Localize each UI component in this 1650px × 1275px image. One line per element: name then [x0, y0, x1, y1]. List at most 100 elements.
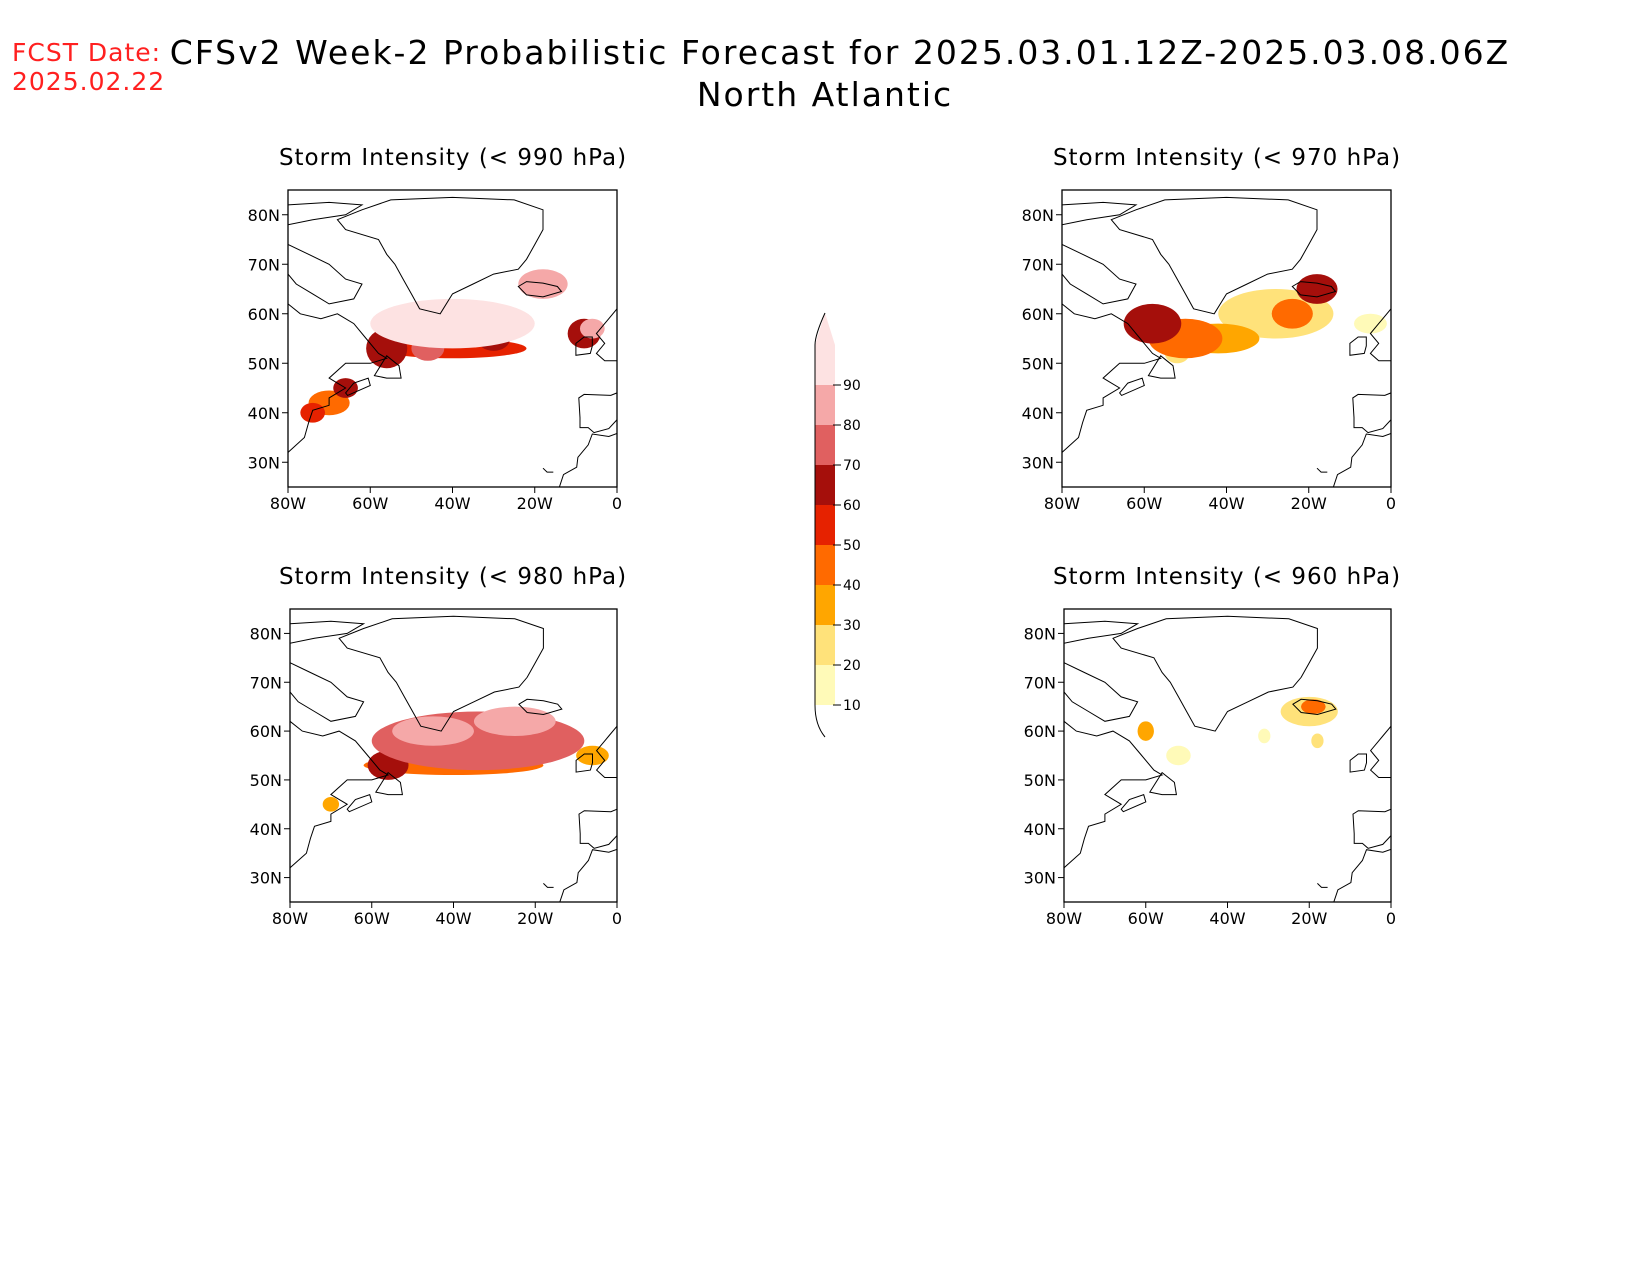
map-area [288, 196, 617, 487]
lat-tick-label: 70N [248, 255, 280, 274]
probability-cell [370, 298, 535, 349]
coastline [543, 883, 554, 888]
probability-cell [322, 797, 340, 812]
lon-tick-label: 80W [1046, 909, 1082, 928]
lat-tick-label: 40N [250, 820, 282, 839]
lon-tick-label: 0 [1386, 494, 1396, 513]
map-area [1062, 196, 1391, 487]
coastline [344, 377, 371, 397]
colorbar-segment [815, 385, 835, 425]
coastline [1147, 355, 1176, 379]
lat-tick-label: 80N [1024, 624, 1056, 643]
coastline [1291, 281, 1337, 298]
coastline [1112, 615, 1318, 732]
lat-tick-label: 80N [248, 206, 280, 225]
map-panel: Storm Intensity (< 960 hPa) 80N 70N 60N 50N 4… [1024, 564, 1401, 928]
coastline [1110, 196, 1318, 315]
lon-tick-label: 40W [1209, 909, 1245, 928]
probability-cell [1311, 733, 1324, 749]
lat-tick-label: 70N [1024, 673, 1056, 692]
lon-tick-label: 20W [517, 909, 553, 928]
panel-title: Storm Intensity (< 990 hPa) [279, 145, 627, 171]
colorbar-segment [815, 585, 835, 625]
coastline [558, 433, 617, 487]
panel-title: Storm Intensity (< 980 hPa) [279, 564, 627, 590]
panel-title: Storm Intensity (< 960 hPa) [1053, 564, 1401, 590]
lon-tick-label: 60W [352, 494, 388, 513]
lat-tick-label: 60N [1024, 722, 1056, 741]
colorbar-edge [814, 312, 826, 738]
lat-tick-label: 40N [248, 404, 280, 423]
coastline [595, 308, 617, 362]
coastline [1349, 753, 1367, 773]
lon-tick-label: 40W [1208, 494, 1244, 513]
coastline [1317, 883, 1328, 888]
coastline [1332, 433, 1391, 487]
lat-tick-label: 50N [1022, 354, 1054, 373]
coastline [1333, 848, 1391, 902]
colorbar-label: 10 [843, 698, 861, 714]
colorbar-bottom-arrow [815, 705, 835, 737]
coastline [559, 848, 617, 902]
forecast-date-value: 2025.02.22 [12, 67, 166, 96]
lon-tick-label: 40W [435, 909, 471, 928]
lon-tick-label: 0 [612, 909, 622, 928]
colorbar-segment [815, 465, 835, 505]
lon-tick-label: 40W [434, 494, 470, 513]
lon-tick-label: 20W [1291, 494, 1327, 513]
map-panel: Storm Intensity (< 990 hPa) 80N 70N 60N 50N 4… [248, 145, 627, 513]
coastline [578, 808, 617, 849]
coastline [518, 698, 563, 716]
probability-cell [1271, 298, 1313, 329]
colorbar-label: 50 [843, 538, 861, 554]
probability-cell [1301, 699, 1326, 714]
probability-cell [1166, 745, 1191, 766]
lon-tick-label: 20W [517, 494, 553, 513]
coastline [1292, 698, 1337, 716]
coastline [1352, 808, 1391, 849]
colorbar-segment [815, 625, 835, 665]
probability-cell [1258, 728, 1271, 744]
main-title: CFSv2 Week-2 Probabilistic Forecast for … [0, 33, 1650, 115]
lon-tick-label: 80W [1044, 494, 1080, 513]
probability-cell [1123, 303, 1182, 344]
lon-tick-label: 0 [612, 494, 622, 513]
lat-tick-label: 40N [1022, 404, 1054, 423]
lon-tick-label: 60W [1128, 909, 1164, 928]
coastline [595, 725, 617, 778]
region-line: North Atlantic [696, 75, 954, 114]
coastline [1064, 620, 1140, 644]
lon-tick-label: 20W [1291, 909, 1327, 928]
colorbar-top-arrow [815, 313, 835, 345]
coastline [1316, 467, 1328, 473]
lon-tick-label: 60W [354, 909, 390, 928]
lat-tick-label: 30N [1022, 453, 1054, 472]
coastline [338, 615, 544, 732]
coastline [290, 662, 365, 722]
coastline [288, 201, 364, 226]
lat-tick-label: 60N [248, 305, 280, 324]
coastline [290, 720, 390, 869]
probability-cell [579, 318, 605, 339]
colorbar-label: 70 [843, 458, 861, 474]
map-panel: Storm Intensity (< 970 hPa) 80N 70N 60N 50N 4… [1022, 145, 1401, 513]
colorbar-label: 60 [843, 498, 861, 514]
colorbar-segment [815, 665, 835, 705]
colorbar-label: 20 [843, 658, 861, 674]
probability-cell [473, 706, 556, 736]
panel-title: Storm Intensity (< 970 hPa) [1053, 145, 1401, 171]
colorbar-segment [815, 545, 835, 585]
coastline [575, 336, 593, 356]
lon-tick-label: 0 [1386, 909, 1396, 928]
coastline [1062, 244, 1137, 305]
lat-tick-label: 70N [1022, 255, 1054, 274]
coastline [336, 196, 544, 315]
coastline [288, 244, 363, 305]
lat-tick-label: 50N [250, 771, 282, 790]
coastline [1369, 308, 1391, 362]
forecast-date-block: FCST Date: 2025.02.22 [12, 38, 165, 96]
probability-cell [518, 269, 568, 299]
coastline [288, 303, 388, 454]
coastline [1064, 662, 1139, 722]
